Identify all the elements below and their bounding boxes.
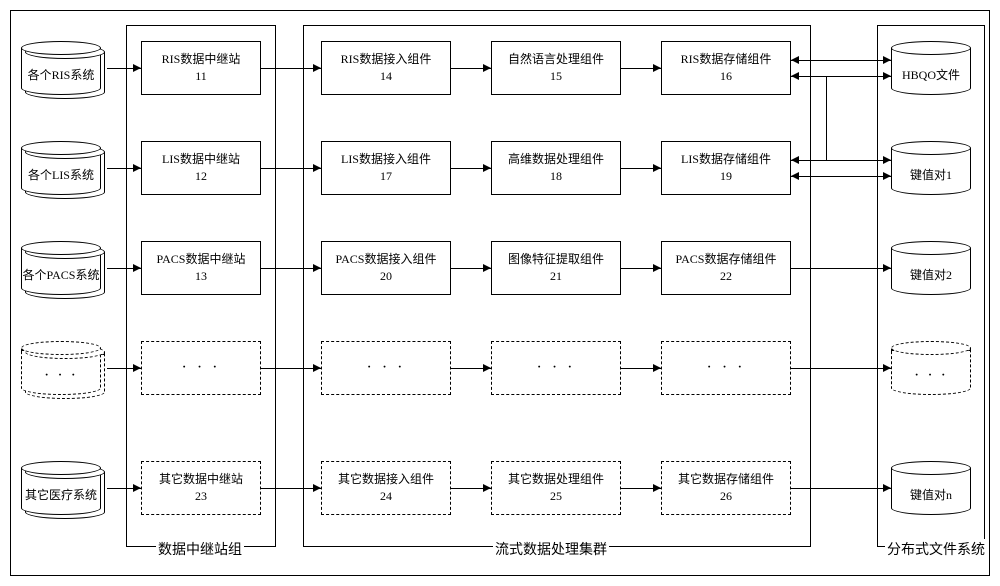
dfs-group-label: 分布式文件系统: [885, 539, 987, 559]
proc-1: 高维数据处理组件18: [491, 141, 621, 195]
ingest-4: 其它数据接入组件24: [321, 461, 451, 515]
dfs-3: · · ·: [891, 341, 971, 395]
proc-3: · · ·: [491, 341, 621, 395]
ingest-3: · · ·: [321, 341, 451, 395]
store-4: 其它数据存储组件26: [661, 461, 791, 515]
dfs-2: 键值对2: [891, 241, 971, 295]
dfs-0: HBQO文件: [891, 41, 971, 95]
source-3: · · ·: [21, 341, 101, 395]
proc-4: 其它数据处理组件25: [491, 461, 621, 515]
dfs-1: 键值对1: [891, 141, 971, 195]
diagram-canvas: 数据中继站组 流式数据处理集群 分布式文件系统 各个RIS系统 RIS数据中继站11 RI…: [10, 10, 990, 576]
relay-1: LIS数据中继站12: [141, 141, 261, 195]
store-2: PACS数据存储组件22: [661, 241, 791, 295]
relay-0: RIS数据中继站11: [141, 41, 261, 95]
source-1: 各个LIS系统: [21, 141, 101, 195]
ingest-2: PACS数据接入组件20: [321, 241, 451, 295]
store-3: · · ·: [661, 341, 791, 395]
relay-3: · · ·: [141, 341, 261, 395]
relay-2: PACS数据中继站13: [141, 241, 261, 295]
ingest-1: LIS数据接入组件17: [321, 141, 451, 195]
relay-group-label: 数据中继站组: [156, 539, 244, 559]
store-1: LIS数据存储组件19: [661, 141, 791, 195]
proc-2: 图像特征提取组件21: [491, 241, 621, 295]
store-0: RIS数据存储组件16: [661, 41, 791, 95]
source-0: 各个RIS系统: [21, 41, 101, 95]
source-2: 各个PACS系统: [21, 241, 101, 295]
relay-4: 其它数据中继站23: [141, 461, 261, 515]
stream-group-label: 流式数据处理集群: [493, 539, 609, 559]
proc-0: 自然语言处理组件15: [491, 41, 621, 95]
dfs-4: 键值对n: [891, 461, 971, 515]
source-4: 其它医疗系统: [21, 461, 101, 515]
ingest-0: RIS数据接入组件14: [321, 41, 451, 95]
